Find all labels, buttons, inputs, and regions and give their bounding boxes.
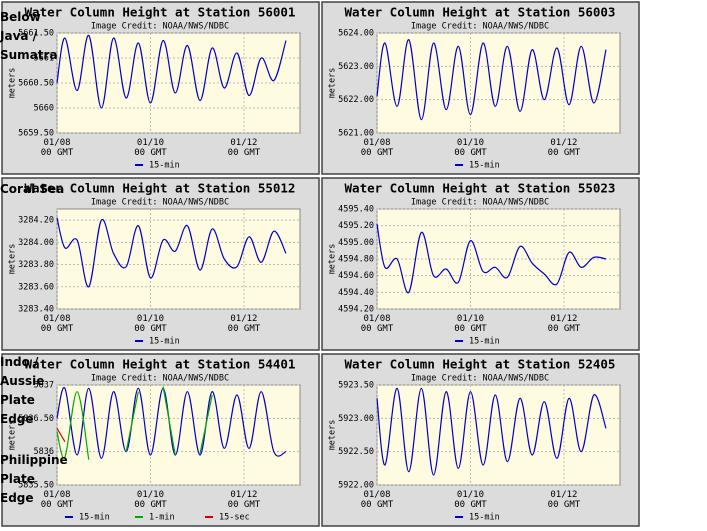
- plot-area: [376, 384, 621, 486]
- plot-area: [376, 32, 621, 134]
- y-axis-label: meters: [328, 420, 338, 451]
- chart-title: Water Column Height at Station 52405: [345, 357, 616, 372]
- legend-label: 15-sec: [219, 513, 250, 523]
- y-tick-label: 5922.50: [338, 447, 374, 457]
- region-label: Below Java / Sumatra: [0, 10, 58, 62]
- x-tick-label: 01/08 00 GMT: [40, 138, 74, 158]
- legend-label: 15-min: [79, 513, 110, 523]
- y-axis-label: meters: [8, 68, 18, 99]
- x-tick-label: 01/10 00 GMT: [134, 138, 167, 158]
- y-tick-label: 5622.00: [338, 95, 374, 105]
- x-tick-label: 01/10 00 GMT: [134, 490, 167, 510]
- chart-subtitle: Image Credit: NOAA/NWS/NDBC: [411, 22, 549, 32]
- y-tick-label: 3283.40: [18, 305, 54, 315]
- x-tick-label: 01/10 00 GMT: [454, 314, 487, 334]
- legend-label: 15-min: [149, 337, 180, 347]
- y-tick-label: 3283.80: [18, 260, 54, 270]
- data-line: [376, 39, 607, 121]
- y-tick-label: 5661.50: [18, 29, 54, 39]
- y-tick-label: 5660: [34, 104, 54, 114]
- y-tick-label: 4594.40: [338, 288, 374, 298]
- y-tick-label: 4594.80: [338, 255, 374, 265]
- y-axis-label: meters: [8, 244, 18, 275]
- legend-label: 15-min: [149, 161, 180, 171]
- y-tick-label: 5923.00: [338, 414, 374, 424]
- chart-title: Water Column Height at Station 56001: [25, 5, 296, 20]
- y-tick-label: 5836.50: [18, 414, 54, 424]
- y-axis-label: meters: [328, 244, 338, 275]
- chart-subtitle: Image Credit: NOAA/NWS/NDBC: [411, 374, 549, 384]
- y-tick-label: 3283.60: [18, 282, 54, 292]
- y-tick-label: 4595.00: [338, 238, 374, 248]
- y-tick-label: 4594.60: [338, 271, 374, 281]
- y-tick-label: 5659.50: [18, 129, 54, 139]
- region-label: Philippine Plate Edge: [0, 453, 68, 505]
- x-tick-label: 01/12 00 GMT: [227, 138, 261, 158]
- region-label: Indo / Aussie Plate Edge: [0, 355, 45, 426]
- data-line: [56, 428, 66, 442]
- plot-area: [56, 208, 301, 310]
- chart-title: Water Column Height at Station 54401: [25, 357, 296, 372]
- y-tick-label: 5923.50: [338, 381, 374, 391]
- x-tick-label: 01/12 00 GMT: [547, 314, 581, 334]
- chart-subtitle: Image Credit: NOAA/NWS/NDBC: [91, 198, 229, 208]
- x-tick-label: 01/08 00 GMT: [360, 490, 394, 510]
- data-line: [56, 217, 287, 288]
- y-tick-label: 5922.00: [338, 481, 374, 491]
- chart-subtitle: Image Credit: NOAA/NWS/NDBC: [91, 22, 229, 32]
- y-axis-label: meters: [8, 420, 18, 451]
- x-tick-label: 01/10 00 GMT: [454, 490, 487, 510]
- legend-label: 15-min: [469, 337, 500, 347]
- y-tick-label: 3284.20: [18, 216, 54, 226]
- x-tick-label: 01/08 00 GMT: [40, 490, 74, 510]
- legend-label: 1-min: [149, 513, 175, 523]
- x-tick-label: 01/12 00 GMT: [547, 490, 581, 510]
- y-tick-label: 4595.20: [338, 221, 374, 231]
- y-tick-label: 5836: [34, 447, 54, 457]
- chart-title: Water Column Height at Station 55012: [25, 181, 296, 196]
- legend-label: 15-min: [469, 161, 500, 171]
- y-tick-label: 5835.50: [18, 481, 54, 491]
- chart-subtitle: Image Credit: NOAA/NWS/NDBC: [91, 374, 229, 384]
- y-tick-label: 5837: [34, 381, 54, 391]
- x-tick-label: 01/08 00 GMT: [40, 314, 74, 334]
- x-tick-label: 01/10 00 GMT: [454, 138, 487, 158]
- data-line: [376, 387, 607, 476]
- y-tick-label: 5661: [34, 54, 54, 64]
- x-tick-label: 01/10 00 GMT: [134, 314, 167, 334]
- data-line: [376, 223, 607, 293]
- legend-label: 15-min: [469, 513, 500, 523]
- x-tick-label: 01/08 00 GMT: [360, 314, 394, 334]
- y-tick-label: 3284.00: [18, 238, 54, 248]
- y-tick-label: 5621.00: [338, 129, 374, 139]
- x-tick-label: 01/12 00 GMT: [547, 138, 581, 158]
- chart-title: Water Column Height at Station 56003: [345, 5, 616, 20]
- y-tick-label: 5623.00: [338, 62, 374, 72]
- data-line: [56, 34, 287, 109]
- y-tick-label: 4594.20: [338, 305, 374, 315]
- x-tick-label: 01/12 00 GMT: [227, 314, 261, 334]
- chart-title: Water Column Height at Station 55023: [345, 181, 616, 196]
- plot-area: [56, 384, 301, 486]
- y-tick-label: 5660.50: [18, 79, 54, 89]
- region-label: Coral Sea: [0, 182, 65, 196]
- y-tick-label: 4595.40: [338, 205, 374, 215]
- y-axis-label: meters: [328, 68, 338, 99]
- x-tick-label: 01/08 00 GMT: [360, 138, 394, 158]
- x-tick-label: 01/12 00 GMT: [227, 490, 261, 510]
- data-line: [56, 386, 213, 460]
- chart-subtitle: Image Credit: NOAA/NWS/NDBC: [411, 198, 549, 208]
- y-tick-label: 5624.00: [338, 29, 374, 39]
